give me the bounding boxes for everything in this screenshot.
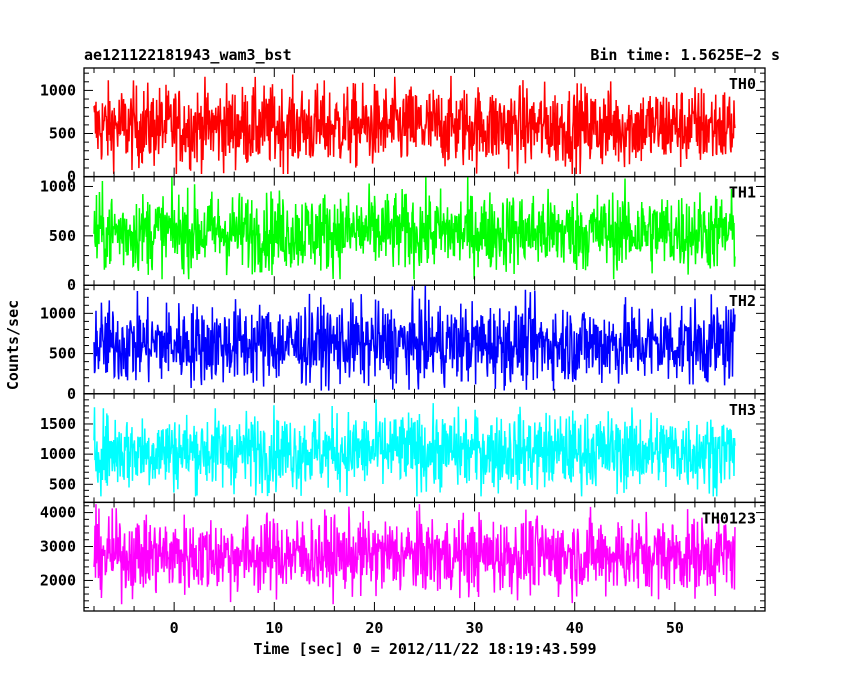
x-axis: 0 10 20 30 40 50	[170, 619, 684, 637]
x-tick-label: 40	[566, 619, 584, 637]
y-tick-label: 0	[67, 276, 76, 294]
y-tick-label: 4000	[40, 504, 76, 522]
series-th2	[93, 285, 736, 391]
panel-label-th0123: TH0123	[702, 509, 756, 527]
panel-th0123: 2000 3000 4000 TH0123	[40, 501, 766, 612]
panel-th1: 0 500 1000 TH1	[40, 175, 766, 294]
y-tick-label: 1000	[40, 81, 76, 99]
y-tick-label: 500	[49, 125, 76, 143]
x-tick-label: 0	[170, 619, 179, 637]
series-th0123	[93, 504, 736, 605]
panel-label-th3: TH3	[729, 401, 756, 419]
series-th0	[93, 74, 736, 175]
series-th1	[93, 176, 736, 280]
x-axis-label: Time [sec] 0 = 2012/11/22 18:19:43.599	[253, 640, 596, 658]
y-tick-label: 1000	[40, 304, 76, 322]
y-tick-label: 2000	[40, 571, 76, 589]
chart-title-left: ae121122181943_wam3_bst	[84, 46, 292, 64]
x-tick-label: 10	[265, 619, 283, 637]
y-tick-label: 1000	[40, 177, 76, 195]
panel-label-th0: TH0	[729, 75, 756, 93]
panel-label-th1: TH1	[729, 184, 756, 202]
y-tick-label: 3000	[40, 538, 76, 556]
y-axis-label: Counts/sec	[4, 300, 22, 390]
x-tick-label: 20	[365, 619, 383, 637]
y-tick-label: 500	[49, 345, 76, 363]
panel-label-th2: TH2	[729, 292, 756, 310]
y-tick-label: 1500	[40, 415, 76, 433]
chart-title-right: Bin time: 1.5625E−2 s	[590, 46, 780, 64]
series-th3	[93, 399, 736, 497]
y-tick-label: 500	[49, 227, 76, 245]
y-tick-label: 500	[49, 475, 76, 493]
x-tick-label: 30	[466, 619, 484, 637]
x-tick-label: 50	[666, 619, 684, 637]
y-tick-label: 0	[67, 168, 76, 186]
panels: 0 500 1000 TH0 0 500 1000 TH1 0 500 1000 TH2 500 1000…	[40, 67, 766, 612]
panel-th3: 500 1000 1500 TH3	[40, 393, 766, 504]
panel-frame	[83, 501, 766, 612]
panel-th2: 0 500 1000 TH2	[40, 284, 766, 403]
y-tick-label: 1000	[40, 445, 76, 463]
y-tick-label: 0	[67, 385, 76, 403]
panel-th0: 0 500 1000 TH0	[40, 67, 766, 186]
